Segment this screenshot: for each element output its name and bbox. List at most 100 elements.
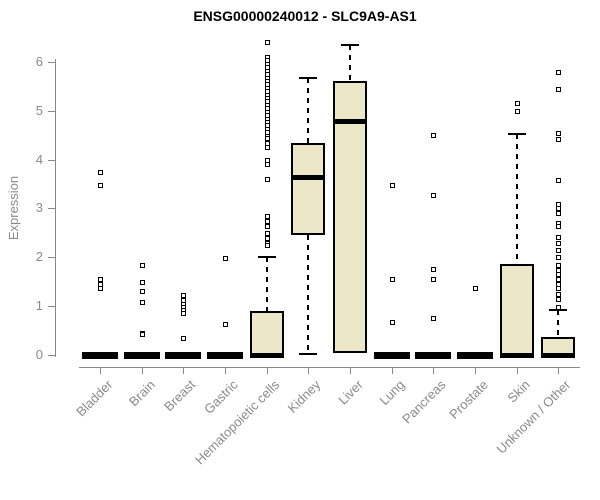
outlier-point xyxy=(556,255,561,260)
outlier-point xyxy=(515,109,520,114)
outlier-point xyxy=(431,267,436,272)
outlier-point xyxy=(223,256,228,261)
zero-bar xyxy=(374,352,410,359)
x-tick xyxy=(183,368,184,374)
upper-whisker xyxy=(516,134,518,264)
y-tick xyxy=(48,257,55,258)
outlier-point xyxy=(265,162,270,167)
outlier-point xyxy=(556,87,561,92)
x-category-label: Prostate xyxy=(445,377,491,422)
upper-whisker-cap xyxy=(508,133,526,135)
outlier-point xyxy=(556,131,561,136)
outlier-point xyxy=(181,336,186,341)
lower-whisker-cap xyxy=(299,353,317,355)
x-tick xyxy=(142,368,143,374)
x-tick xyxy=(392,368,393,374)
outlier-point xyxy=(265,243,270,248)
x-category-label: Unknown / Other xyxy=(494,377,574,457)
median-line xyxy=(541,353,575,358)
outlier-point xyxy=(556,235,561,240)
outlier-point xyxy=(140,263,145,268)
y-tick-label: 5 xyxy=(35,103,43,118)
outlier-point xyxy=(556,277,561,282)
y-tick-label: 2 xyxy=(35,249,43,264)
outlier-point xyxy=(265,145,270,150)
upper-whisker xyxy=(307,78,309,143)
outlier-point xyxy=(431,193,436,198)
y-tick xyxy=(48,160,55,161)
outlier-point xyxy=(431,316,436,321)
lower-whisker xyxy=(307,235,309,354)
outlier-point xyxy=(556,286,561,291)
outlier-point xyxy=(390,320,395,325)
y-tick xyxy=(48,62,55,63)
outlier-point xyxy=(265,214,270,219)
outlier-point xyxy=(556,70,561,75)
upper-whisker-cap xyxy=(549,309,567,311)
x-category-label: Bladder xyxy=(73,377,116,420)
outlier-point xyxy=(556,272,561,277)
outlier-point xyxy=(556,305,561,310)
outlier-point xyxy=(390,277,395,282)
x-category-label: Gastric xyxy=(200,377,241,417)
box xyxy=(333,81,367,353)
zero-bar xyxy=(457,352,493,359)
x-axis-line xyxy=(79,367,580,368)
y-axis-line xyxy=(55,59,56,357)
y-tick-label: 3 xyxy=(35,200,43,215)
zero-bar xyxy=(124,352,160,359)
upper-whisker-cap xyxy=(258,256,276,258)
outlier-point xyxy=(140,289,145,294)
outlier-point xyxy=(181,311,186,316)
outlier-point xyxy=(98,277,103,282)
outlier-point xyxy=(431,133,436,138)
outlier-point xyxy=(556,178,561,183)
x-category-label: Brain xyxy=(125,377,158,410)
x-tick xyxy=(475,368,476,374)
box xyxy=(291,143,325,235)
outlier-point xyxy=(265,219,270,224)
median-line xyxy=(333,119,367,124)
outlier-point xyxy=(265,40,270,45)
outlier-point xyxy=(431,277,436,282)
outlier-point xyxy=(556,224,561,229)
outlier-point xyxy=(98,183,103,188)
x-category-label: Skin xyxy=(504,377,533,406)
outlier-point xyxy=(98,286,103,291)
outlier-point xyxy=(515,101,520,106)
upper-whisker xyxy=(557,310,559,337)
outlier-point xyxy=(265,136,270,141)
upper-whisker xyxy=(349,45,351,81)
x-tick xyxy=(308,368,309,374)
x-tick xyxy=(433,368,434,374)
outlier-point xyxy=(265,177,270,182)
upper-whisker xyxy=(266,257,268,311)
outlier-point xyxy=(556,241,561,246)
upper-whisker-cap xyxy=(341,44,359,46)
y-tick-label: 0 xyxy=(35,347,43,362)
zero-bar xyxy=(415,352,451,359)
outlier-point xyxy=(556,297,561,302)
x-category-label: Liver xyxy=(335,377,366,408)
median-line xyxy=(291,175,325,180)
y-tick-label: 1 xyxy=(35,298,43,313)
x-tick xyxy=(517,368,518,374)
x-category-label: Lung xyxy=(376,377,408,409)
outlier-point xyxy=(265,236,270,241)
x-category-label: Breast xyxy=(161,377,199,415)
y-tick xyxy=(48,208,55,209)
outlier-point xyxy=(556,248,561,253)
outlier-point xyxy=(556,263,561,268)
x-tick xyxy=(267,368,268,374)
outlier-point xyxy=(140,280,145,285)
y-tick-label: 4 xyxy=(35,152,43,167)
y-tick xyxy=(48,306,55,307)
zero-bar xyxy=(82,352,118,359)
zero-bar xyxy=(165,352,201,359)
outlier-point xyxy=(98,170,103,175)
outlier-point xyxy=(390,183,395,188)
x-category-label: Kidney xyxy=(284,377,324,416)
median-line xyxy=(250,353,284,358)
y-tick-label: 6 xyxy=(35,54,43,69)
